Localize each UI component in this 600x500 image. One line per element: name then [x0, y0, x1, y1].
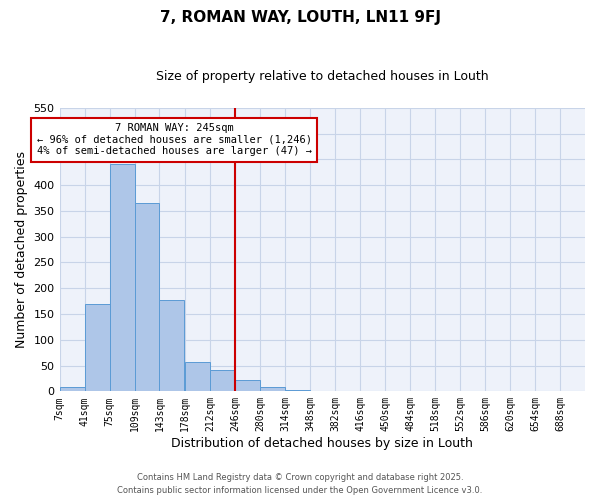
Text: 7, ROMAN WAY, LOUTH, LN11 9FJ: 7, ROMAN WAY, LOUTH, LN11 9FJ — [160, 10, 440, 25]
Bar — [134, 203, 160, 392]
X-axis label: Distribution of detached houses by size in Louth: Distribution of detached houses by size … — [172, 437, 473, 450]
Bar — [260, 386, 285, 392]
Bar — [210, 370, 235, 392]
Text: 7 ROMAN WAY: 245sqm
← 96% of detached houses are smaller (1,246)
4% of semi-deta: 7 ROMAN WAY: 245sqm ← 96% of detached ho… — [37, 123, 311, 156]
Bar — [59, 387, 85, 392]
Bar — [110, 164, 134, 392]
Bar — [185, 362, 210, 392]
Text: Contains HM Land Registry data © Crown copyright and database right 2025.
Contai: Contains HM Land Registry data © Crown c… — [118, 474, 482, 495]
Bar — [85, 304, 110, 392]
Bar — [285, 390, 310, 392]
Bar — [235, 380, 260, 392]
Bar — [310, 391, 335, 392]
Title: Size of property relative to detached houses in Louth: Size of property relative to detached ho… — [156, 70, 488, 83]
Y-axis label: Number of detached properties: Number of detached properties — [15, 151, 28, 348]
Bar — [160, 300, 184, 392]
